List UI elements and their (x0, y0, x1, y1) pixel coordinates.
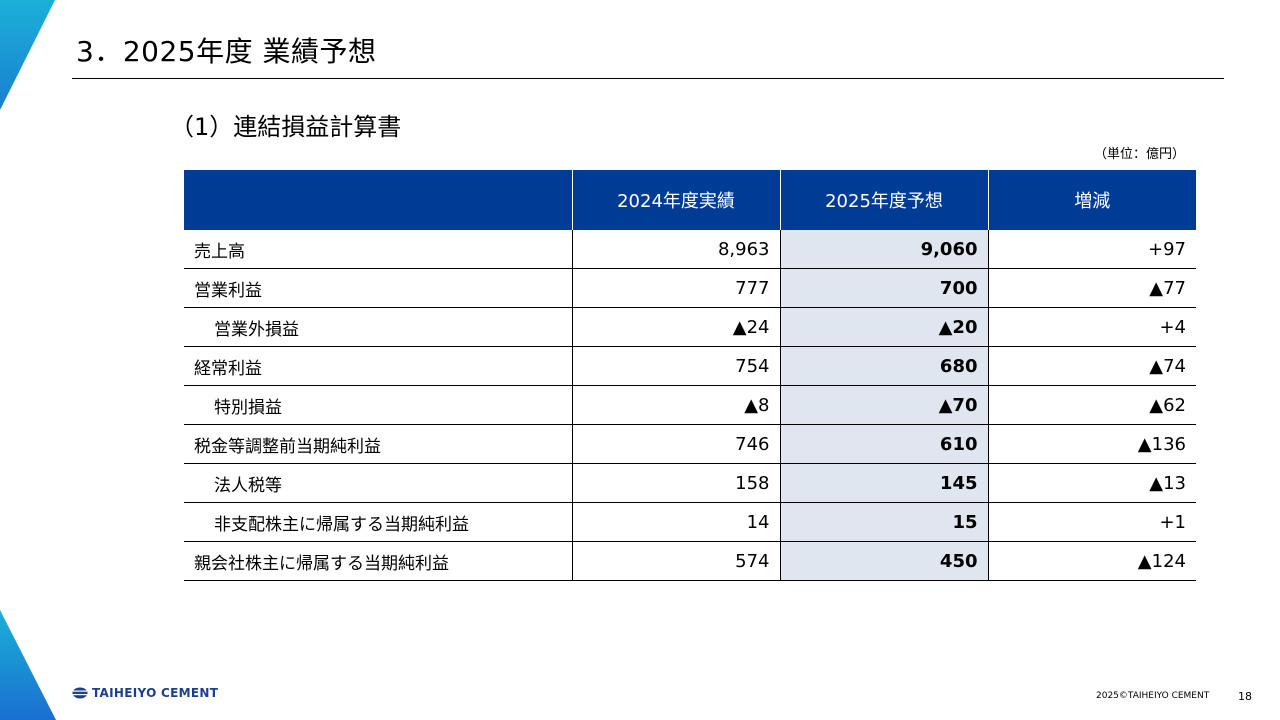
cell-2024-actual: 574 (571, 541, 780, 581)
row-label: 営業外損益 (184, 307, 572, 347)
logo-text: TAIHEIYO CEMENT (92, 686, 219, 700)
cell-change: ▲124 (987, 541, 1196, 581)
logo-mark-icon (72, 687, 88, 699)
table-header-row: 2024年度実績 2025年度予想 増減 (184, 170, 1196, 230)
page-number: 18 (1238, 690, 1252, 703)
cell-change: ▲13 (987, 463, 1196, 503)
row-label: 売上高 (184, 230, 572, 269)
header-label (184, 170, 572, 230)
cell-change: ▲74 (987, 346, 1196, 386)
header-change: 増減 (987, 170, 1196, 230)
cell-2024-actual: ▲24 (571, 307, 780, 347)
table-row: 非支配株主に帰属する当期純利益 14 15 +1 (184, 502, 1196, 542)
row-label: 経常利益 (184, 346, 572, 386)
cell-2025-forecast: 610 (779, 424, 988, 464)
cell-2025-forecast: 145 (779, 463, 988, 503)
cell-change: +4 (987, 307, 1196, 347)
cell-2024-actual: 14 (571, 502, 780, 542)
table-row: 売上高 8,963 9,060 +97 (184, 230, 1196, 269)
cell-2025-forecast: 450 (779, 541, 988, 581)
cell-2025-forecast: ▲70 (779, 385, 988, 425)
table-row: 親会社株主に帰属する当期純利益 574 450 ▲124 (184, 541, 1196, 581)
company-logo: TAIHEIYO CEMENT (72, 686, 218, 700)
table-row: 法人税等 158 145 ▲13 (184, 463, 1196, 503)
title-divider (72, 78, 1224, 79)
table-row: 経常利益 754 680 ▲74 (184, 346, 1196, 386)
header-2024-actual: 2024年度実績 (571, 170, 780, 230)
row-label: 税金等調整前当期純利益 (184, 424, 572, 464)
cell-change: ▲62 (987, 385, 1196, 425)
table-row: 営業外損益 ▲24 ▲20 +4 (184, 307, 1196, 347)
row-label: 法人税等 (184, 463, 572, 503)
cell-2025-forecast: 700 (779, 268, 988, 308)
row-label: 非支配株主に帰属する当期純利益 (184, 502, 572, 542)
table-row: 特別損益 ▲8 ▲70 ▲62 (184, 385, 1196, 425)
row-label: 親会社株主に帰属する当期純利益 (184, 541, 572, 581)
section-title: （1）連結損益計算書 (170, 113, 402, 141)
cell-2025-forecast: 15 (779, 502, 988, 542)
cell-2025-forecast: 680 (779, 346, 988, 386)
unit-note: （単位：億円） (1093, 147, 1185, 162)
cell-change: +97 (987, 230, 1196, 269)
cell-2024-actual: 158 (571, 463, 780, 503)
copyright: 2025©TAIHEIYO CEMENT (1096, 691, 1210, 701)
table-row: 税金等調整前当期純利益 746 610 ▲136 (184, 424, 1196, 464)
header-2025-forecast: 2025年度予想 (779, 170, 988, 230)
table-row: 営業利益 777 700 ▲77 (184, 268, 1196, 308)
cell-2024-actual: 754 (571, 346, 780, 386)
income-statement-table: 2024年度実績 2025年度予想 増減 売上高 8,963 9,060 +97 営業利… (184, 170, 1196, 581)
cell-2024-actual: 746 (571, 424, 780, 464)
cell-change: ▲136 (987, 424, 1196, 464)
cell-change: ▲77 (987, 268, 1196, 308)
cell-2024-actual: 8,963 (571, 230, 780, 269)
page-title: 3．2025年度 業績予想 (76, 35, 377, 68)
corner-accent-top (0, 0, 55, 110)
row-label: 特別損益 (184, 385, 572, 425)
cell-2025-forecast: 9,060 (779, 230, 988, 269)
cell-change: +1 (987, 502, 1196, 542)
row-label: 営業利益 (184, 268, 572, 308)
corner-accent-bottom (0, 610, 56, 720)
cell-2024-actual: ▲8 (571, 385, 780, 425)
cell-2025-forecast: ▲20 (779, 307, 988, 347)
cell-2024-actual: 777 (571, 268, 780, 308)
